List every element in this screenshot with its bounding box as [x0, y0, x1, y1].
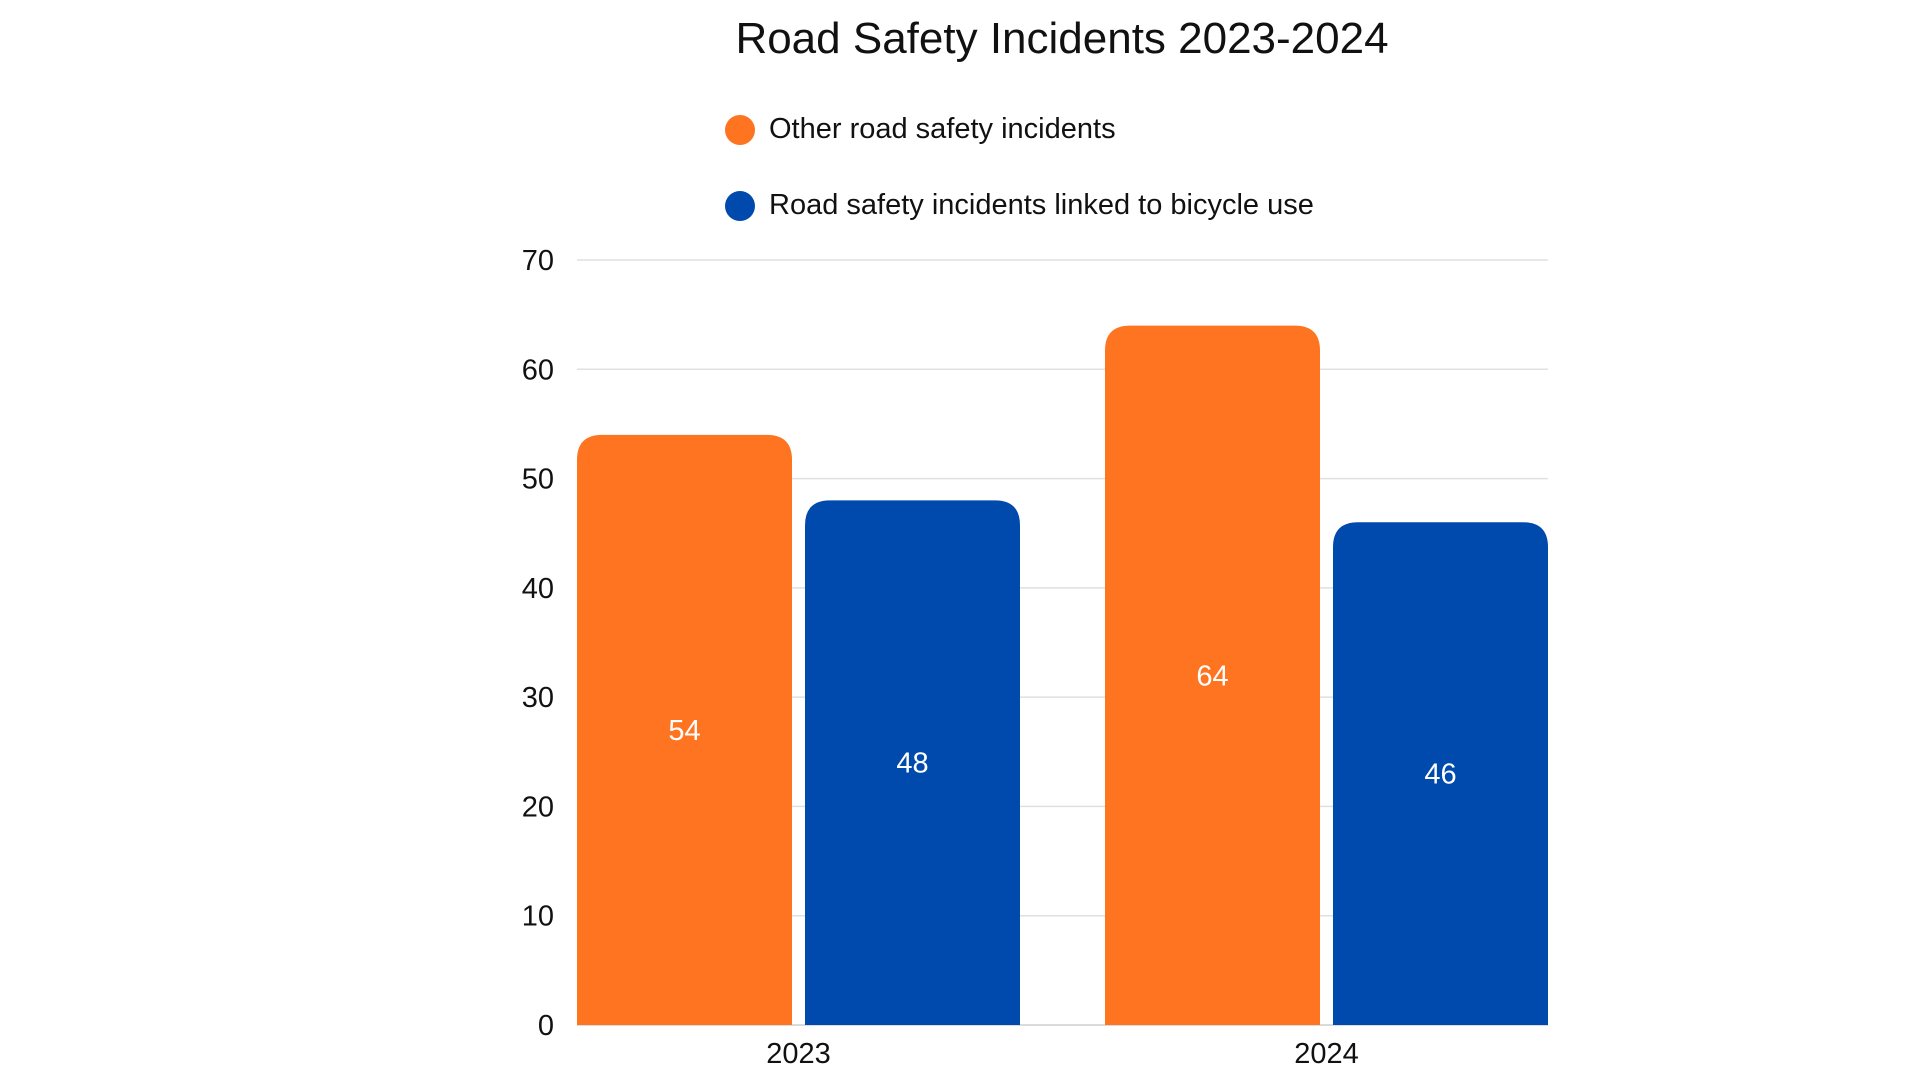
bar	[1333, 522, 1548, 1025]
chart-title: Road Safety Incidents 2023-2024	[735, 14, 1389, 63]
legend-item-bicycle: Road safety incidents linked to bicycle …	[725, 189, 1314, 222]
data-label: 64	[1196, 660, 1228, 692]
y-tick-label: 70	[522, 245, 554, 277]
data-label: 54	[668, 715, 700, 747]
legend-label: Other road safety incidents	[769, 113, 1116, 145]
x-tick-label: 2024	[1294, 1038, 1359, 1070]
data-label: 48	[896, 748, 928, 780]
y-tick-label: 60	[522, 354, 554, 386]
legend-swatch	[725, 114, 755, 145]
y-tick-label: 50	[522, 464, 554, 496]
legend-label: Road safety incidents linked to bicycle …	[769, 189, 1314, 221]
y-tick-label: 40	[522, 573, 554, 605]
y-tick-label: 0	[538, 1010, 554, 1042]
y-tick-label: 20	[522, 791, 554, 823]
bar	[577, 434, 792, 1025]
x-tick-label: 2023	[766, 1038, 831, 1070]
bar	[1105, 325, 1320, 1026]
y-tick-label: 30	[522, 682, 554, 714]
bar	[805, 500, 1020, 1025]
data-label: 46	[1424, 759, 1456, 791]
y-tick-label: 10	[522, 901, 554, 933]
legend-item-other: Other road safety incidents	[725, 113, 1116, 146]
legend-swatch	[725, 190, 755, 221]
